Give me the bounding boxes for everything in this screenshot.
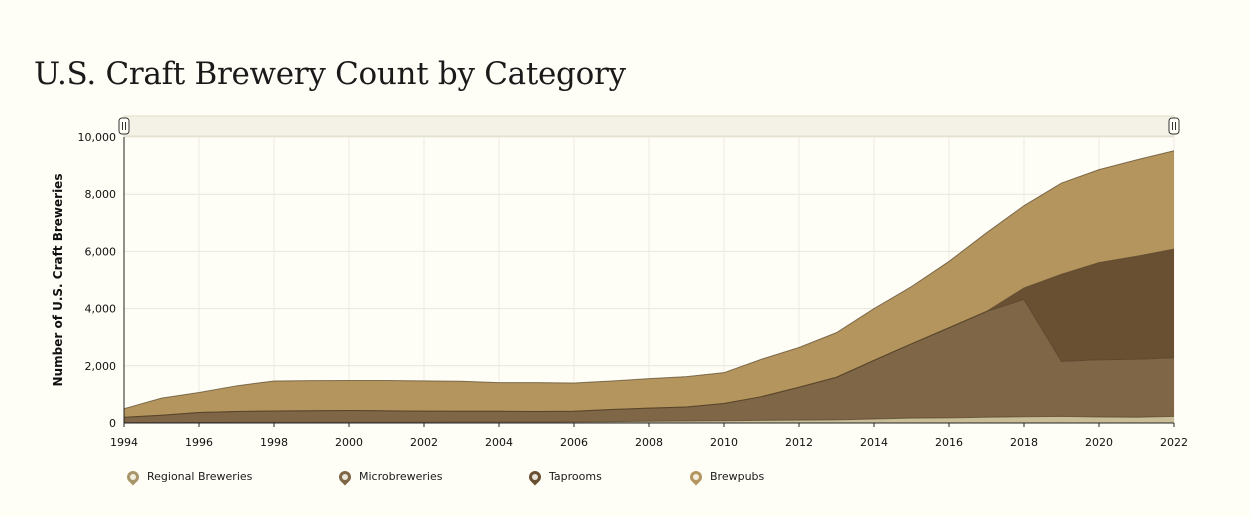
map-pin-icon	[336, 468, 354, 485]
series-line	[124, 415, 1175, 424]
area-regional-breweries[interactable]	[124, 416, 1174, 423]
range-handle-left[interactable]	[118, 117, 130, 135]
range-handle-right[interactable]	[1168, 117, 1180, 135]
x-tick-label: 1994	[110, 436, 138, 449]
legend-label: Taprooms	[549, 470, 602, 483]
area-microbreweries[interactable]	[124, 299, 1174, 423]
y-axis-label: Number of U.S. Craft Breweries	[51, 174, 65, 387]
area-brewpubs[interactable]	[124, 150, 1174, 418]
map-pin-icon	[687, 468, 705, 485]
legend-label: Microbreweries	[359, 470, 443, 483]
x-tick-label: 2006	[560, 436, 588, 449]
y-tick-label: 10,000	[78, 131, 117, 144]
series-line	[123, 248, 1175, 418]
map-pin-icon	[526, 468, 544, 485]
x-tick-label: 2018	[1010, 436, 1038, 449]
range-track[interactable]	[123, 115, 1175, 137]
legend-label: Regional Breweries	[147, 470, 253, 483]
x-tick-label: 2012	[785, 436, 813, 449]
y-tick-label: 6,000	[85, 245, 117, 258]
x-tick-label: 2022	[1160, 436, 1188, 449]
range-selector[interactable]	[118, 115, 1180, 137]
x-tick-label: 2020	[1085, 436, 1113, 449]
series-line	[123, 150, 1175, 410]
legend-item-brewpubs[interactable]: Brewpubs	[687, 468, 765, 485]
axes: 0 2,000 4,000 6,000 8,000 10,000 1994 1996 1998 2…	[78, 131, 1189, 449]
series-areas	[123, 150, 1175, 424]
y-tick-label: 4,000	[85, 303, 117, 316]
area-chart: 0 2,000 4,000 6,000 8,000 10,000 1994 1996 1998 2…	[51, 115, 1189, 449]
legend-item-taprooms[interactable]: Taprooms	[526, 468, 602, 485]
x-tick-label: 2008	[635, 436, 663, 449]
x-tick-label: 2014	[860, 436, 888, 449]
y-tick-label: 2,000	[85, 360, 117, 373]
y-tick-label: 0	[109, 417, 116, 430]
legend-label: Brewpubs	[710, 470, 765, 483]
x-tick-label: 2010	[710, 436, 738, 449]
legend: Regional Breweries Microbreweries Taprooms…	[0, 468, 1250, 490]
x-tick-label: 2004	[485, 436, 513, 449]
page-title: U.S. Craft Brewery Count by Category	[34, 56, 626, 92]
y-tick-label: 8,000	[85, 188, 117, 201]
x-tick-label: 2002	[410, 436, 438, 449]
map-pin-icon	[124, 468, 142, 485]
legend-item-microbreweries[interactable]: Microbreweries	[336, 468, 443, 485]
x-tick-label: 1996	[185, 436, 213, 449]
x-tick-label: 2000	[335, 436, 363, 449]
legend-item-regional-breweries[interactable]: Regional Breweries	[124, 468, 253, 485]
x-tick-label: 1998	[260, 436, 288, 449]
x-tick-label: 2016	[935, 436, 963, 449]
